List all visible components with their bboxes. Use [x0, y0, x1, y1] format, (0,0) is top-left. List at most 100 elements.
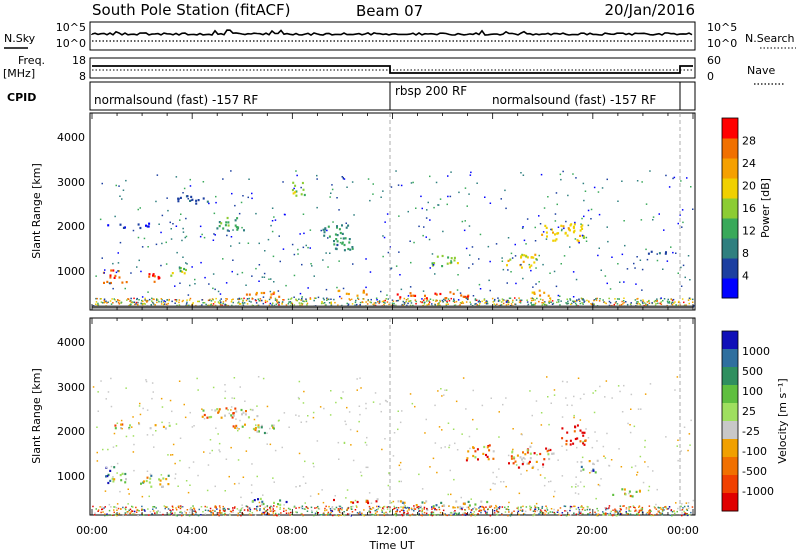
velocity-cell [594, 471, 597, 474]
power-cell [346, 186, 348, 188]
velocity-cell [496, 508, 498, 511]
power-cell [205, 303, 207, 306]
velocity-cell [623, 488, 626, 491]
velocity-cell [363, 509, 365, 511]
power-cell [582, 303, 584, 305]
velocity-cell [521, 458, 523, 461]
power-cell [489, 202, 492, 204]
power-cell [618, 298, 620, 300]
power-cell [606, 226, 608, 228]
power-cell [386, 301, 389, 303]
velocity-cell [597, 513, 599, 515]
velocity-cell [208, 416, 211, 419]
power-cell [412, 181, 414, 184]
velocity-cell [95, 508, 97, 510]
power-cell [158, 223, 160, 225]
velocity-cell [510, 513, 513, 515]
velocity-cell [110, 465, 113, 468]
power-cell [189, 199, 191, 202]
velocity-cell [383, 513, 386, 515]
power-cell [118, 299, 121, 302]
power-cell [520, 263, 522, 266]
velocity-cell [370, 502, 373, 504]
power-cell [234, 224, 237, 227]
velocity-cell [669, 514, 672, 516]
velocity-colorbar-swatch [722, 493, 738, 512]
power-cell [271, 230, 274, 233]
power-cell [403, 303, 406, 305]
velocity-cell [305, 506, 307, 508]
velocity-cell [665, 507, 667, 509]
power-cell [428, 301, 431, 303]
velocity-cell [168, 513, 170, 516]
power-cell [574, 302, 577, 305]
power-cell [247, 196, 249, 199]
velocity-cell [124, 472, 127, 476]
power-cell [195, 202, 198, 205]
power-cell [486, 301, 489, 303]
velocity-cell [448, 505, 450, 507]
power-cell [466, 205, 468, 207]
velocity-cell [596, 507, 598, 510]
velocity-cell [483, 507, 485, 509]
velocity-cell [492, 457, 495, 460]
velocity-cell [566, 431, 569, 434]
velocity-cell [656, 513, 658, 515]
power-cell [549, 301, 551, 303]
power-cell [236, 228, 239, 231]
velocity-cell [459, 505, 462, 509]
power-cell [381, 300, 384, 303]
velocity-cell [616, 510, 618, 513]
power-cell [409, 300, 412, 302]
velocity-cell [482, 509, 484, 511]
power-cell [581, 224, 584, 227]
power-cell [506, 301, 509, 304]
power-cell [549, 272, 551, 274]
velocity-cell [463, 512, 465, 515]
velocity-colorbar-swatch [722, 331, 738, 350]
power-cell [369, 199, 371, 202]
velocity-cell [157, 510, 159, 512]
power-cell [439, 304, 441, 307]
power-cell [239, 303, 242, 305]
velocity-cell [634, 510, 636, 512]
velocity-cell [253, 508, 256, 510]
velocity-cell [629, 494, 632, 498]
velocity-cell [94, 512, 96, 514]
power-cell [237, 298, 239, 300]
power-cell [290, 297, 293, 299]
power-cell [294, 191, 297, 194]
power-cell [580, 223, 582, 225]
power-cell [272, 302, 274, 304]
velocity-cell [469, 447, 471, 450]
velocity-cell [418, 510, 420, 512]
power-cell [474, 298, 477, 300]
velocity-cell [273, 481, 275, 483]
velocity-cell [184, 514, 186, 516]
velocity-cell [348, 411, 351, 413]
velocity-cell [275, 514, 277, 516]
velocity-cell [432, 513, 434, 516]
velocity-cell [440, 388, 442, 390]
velocity-cell [279, 499, 282, 502]
power-cell [214, 234, 216, 236]
velocity-cell [121, 423, 124, 426]
power-cell [347, 303, 350, 305]
velocity-cell [603, 455, 605, 457]
power-cell [384, 221, 386, 223]
power-cell [450, 261, 453, 264]
power-cell [168, 299, 170, 302]
power-cell [107, 224, 110, 227]
velocity-cell [495, 510, 498, 512]
power-cell [297, 253, 299, 255]
velocity-cell [119, 490, 121, 493]
velocity-cell [133, 512, 136, 515]
power-cell [185, 303, 188, 305]
velocity-cell [478, 507, 480, 509]
velocity-cell [618, 448, 620, 450]
velocity-cell [476, 428, 478, 430]
power-cell [276, 299, 278, 302]
freq-panel: Freq. [MHz] 18 8 Nave 60 0 [3, 54, 784, 85]
velocity-cell [404, 514, 407, 516]
power-cell [274, 297, 277, 300]
